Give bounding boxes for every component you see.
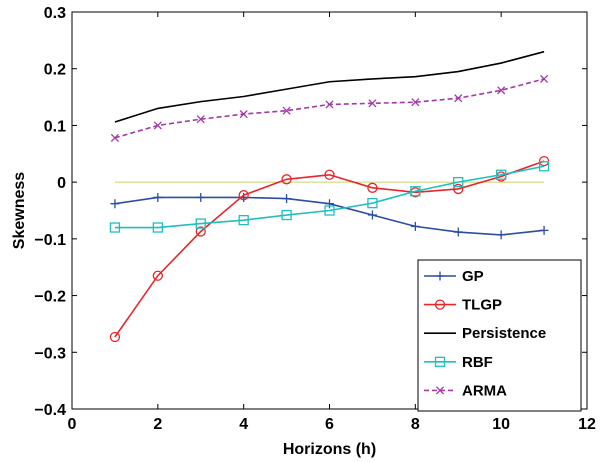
y-tick-label: −0.1 (34, 232, 66, 249)
series-persistence (114, 50, 545, 123)
data-point-arma (540, 74, 549, 83)
y-tick-label: 0.1 (44, 118, 66, 135)
data-point-arma (282, 106, 291, 115)
data-point-arma (454, 94, 463, 103)
legend-label-gp: GP (462, 268, 484, 285)
series-line-rbf (114, 165, 545, 229)
data-point-gp (496, 230, 506, 240)
data-point-rbf (538, 161, 550, 172)
legend-marker-arma (435, 386, 445, 395)
data-point-tlgp (367, 182, 378, 193)
x-axis-title: Horizons (h) (283, 441, 376, 458)
data-point-arma (368, 99, 377, 108)
data-point-rbf (367, 197, 378, 209)
data-point-tlgp (152, 270, 163, 281)
data-point-gp (110, 199, 120, 209)
data-point-rbf (109, 222, 121, 233)
data-point-arma (110, 133, 119, 142)
series-line-arma (114, 78, 545, 139)
data-point-rbf (152, 222, 163, 233)
series-line-tlgp (114, 160, 545, 338)
legend-label-tlgp: TLGP (462, 297, 502, 314)
axis-ticks: 0 2 4 6 8 10 12 −0.4 −0.3 −0.2 −0.1 0 0.1 0.2 0.3 (34, 5, 596, 433)
y-tick-label: 0.2 (44, 62, 66, 79)
data-point-tlgp (109, 331, 121, 343)
y-tick-label: 0.3 (44, 5, 66, 22)
plot-area-frame (71, 11, 588, 410)
x-tick-label: 6 (325, 416, 334, 433)
x-tick-label: 4 (239, 416, 248, 433)
series-lines (109, 50, 550, 343)
data-point-gp (367, 210, 377, 220)
data-point-arma (239, 110, 248, 119)
data-point-gp (153, 192, 163, 202)
data-point-tlgp (324, 169, 335, 180)
data-point-rbf (238, 214, 249, 226)
legend-label-rbf: RBF (462, 354, 493, 371)
series-line-persistence (114, 50, 545, 123)
data-point-arma (325, 100, 334, 109)
legend-marker-rbf (434, 356, 446, 367)
y-axis-title: Skewness (11, 172, 28, 249)
data-point-gp (453, 227, 463, 237)
data-point-gp (282, 194, 292, 204)
data-point-tlgp (281, 174, 292, 185)
data-point-tlgp (195, 226, 206, 237)
x-tick-label: 8 (411, 416, 420, 433)
data-point-rbf (195, 218, 206, 229)
series-rbf (109, 161, 550, 233)
x-tick-label: 0 (68, 416, 77, 433)
data-point-gp (325, 199, 334, 209)
data-point-tlgp (453, 183, 464, 195)
legend-label-arma: ARMA (462, 382, 507, 399)
data-point-tlgp (238, 190, 249, 201)
legend-box (417, 259, 582, 412)
y-tick-label: −0.3 (34, 345, 66, 362)
data-point-arma (497, 86, 506, 95)
legend-label-persistence: Persistence (462, 325, 546, 342)
data-point-rbf (281, 209, 292, 221)
data-point-rbf (496, 169, 507, 180)
data-point-arma (411, 98, 420, 107)
x-tick-label: 10 (492, 416, 510, 433)
data-point-gp (539, 225, 549, 235)
data-point-arma (153, 121, 162, 130)
legend: GP TLGP Persistence RBF ARMA (417, 259, 582, 412)
data-point-rbf (453, 176, 464, 188)
x-tick-label: 2 (153, 416, 162, 433)
data-point-arma (196, 115, 205, 124)
x-tick-label: 12 (578, 416, 596, 433)
data-point-gp (410, 221, 420, 231)
series-gp (110, 192, 549, 240)
y-tick-label: 0 (57, 175, 66, 192)
y-tick-label: −0.4 (34, 402, 66, 419)
y-tick-label: −0.2 (34, 289, 66, 306)
data-point-rbf (324, 205, 335, 216)
legend-marker-tlgp (434, 299, 446, 310)
series-arma (110, 74, 549, 142)
data-point-rbf (410, 186, 421, 197)
legend-marker-gp (435, 271, 445, 281)
data-point-gp (196, 192, 206, 202)
